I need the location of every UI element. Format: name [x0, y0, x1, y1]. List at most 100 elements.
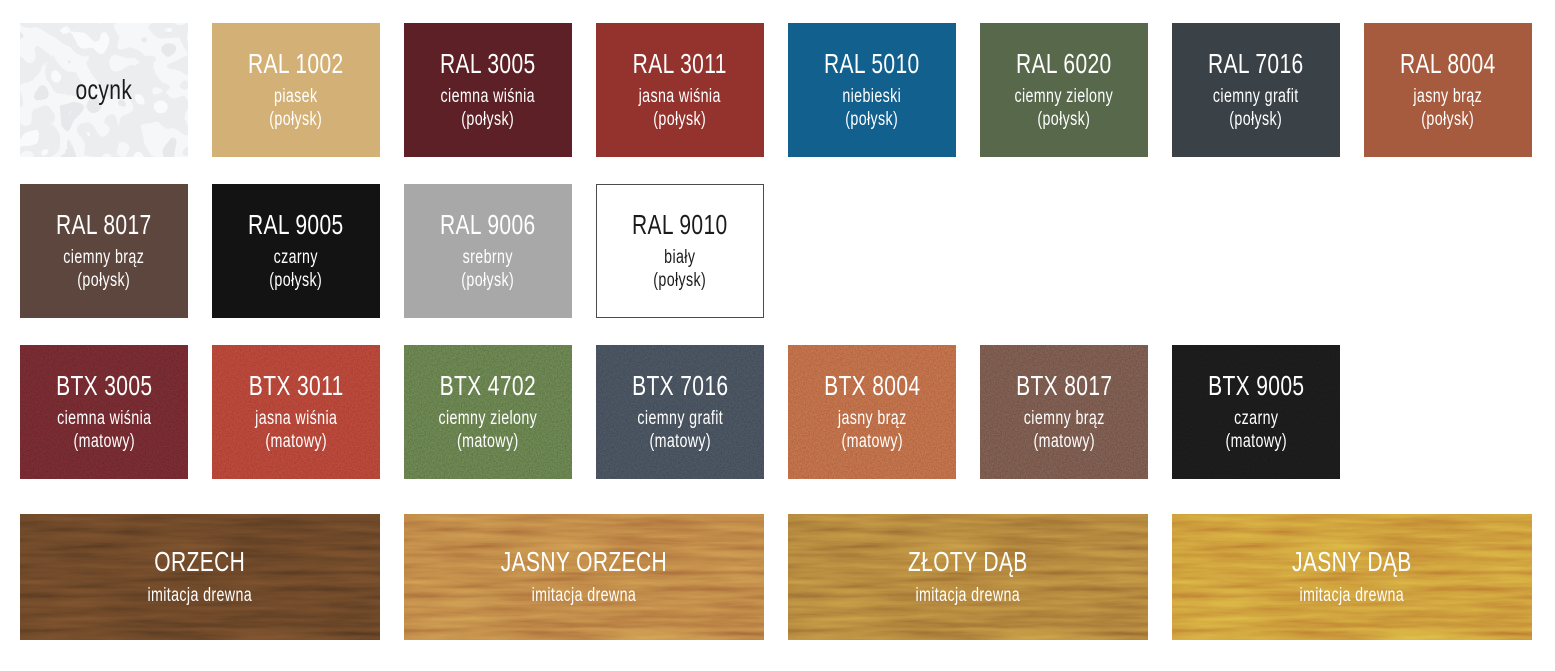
swatch-code: JASNY ORZECH [500, 545, 668, 577]
swatch-label: BTX 9005 czarny (matowy) [1208, 370, 1304, 454]
swatch-labelwrap: ORZECH imitacja drewna [20, 514, 380, 640]
swatch-labelwrap: RAL 9006 srebrny (połysk) [404, 184, 572, 318]
wood-grain-texture [20, 514, 380, 640]
swatch-labelwrap: RAL 8004 jasny brąz (połysk) [1364, 23, 1532, 157]
swatch-labelwrap: BTX 3011 jasna wiśnia (matowy) [212, 345, 380, 479]
swatch-labelwrap: RAL 1002 piasek (połysk) [212, 23, 380, 157]
swatch-ocynk: ocynk [20, 23, 188, 157]
swatch-jasny-orzech: JASNY ORZECH imitacja drewna [404, 514, 764, 640]
swatch-name: imitacja drewna [531, 584, 637, 606]
galvanized-texture [20, 23, 188, 157]
swatch-name: ciemny grafit [1213, 86, 1299, 108]
swatch-ral-8017: RAL 8017 ciemny brąz (połysk) [20, 184, 188, 318]
swatch-finish: (połysk) [269, 108, 323, 130]
swatch-code: RAL 9006 [440, 208, 536, 240]
swatch-name: srebrny [462, 247, 514, 269]
swatch-label: BTX 3011 jasna wiśnia (matowy) [249, 370, 344, 454]
swatch-ral-3005: RAL 3005 ciemna wiśnia (połysk) [404, 23, 572, 157]
swatch-finish: (połysk) [461, 269, 515, 291]
swatch-labelwrap: RAL 3005 ciemna wiśnia (połysk) [404, 23, 572, 157]
swatch-label: RAL 8004 jasny brąz (połysk) [1400, 48, 1496, 132]
swatch-code: RAL 8017 [56, 208, 152, 240]
matte-speckle-texture [980, 345, 1148, 479]
swatch-finish: (połysk) [845, 108, 899, 130]
swatch-label: RAL 9005 czarny (połysk) [248, 209, 344, 293]
swatch-name: czarny [273, 247, 319, 269]
swatch-labelwrap: BTX 3005 ciemna wiśnia (matowy) [20, 345, 188, 479]
matte-speckle-texture [212, 345, 380, 479]
swatch-ral-9005: RAL 9005 czarny (połysk) [212, 184, 380, 318]
swatch-label: BTX 8017 ciemny brąz (matowy) [1015, 369, 1113, 454]
swatch-btx-9005: BTX 9005 czarny (matowy) [1172, 345, 1340, 479]
swatch-finish: (matowy) [457, 430, 519, 452]
swatch-code: RAL 3011 [632, 47, 728, 79]
swatch-code: JASNY DĄB [1292, 545, 1412, 577]
swatch-name: piasek [274, 86, 318, 108]
swatch-finish: (połysk) [653, 269, 707, 291]
swatch-labelwrap: RAL 6020 ciemny zielony (połysk) [980, 23, 1148, 157]
swatch-ral-8004: RAL 8004 jasny brąz (połysk) [1364, 23, 1532, 157]
swatch-finish: (połysk) [1037, 108, 1091, 130]
swatch-label: RAL 6020 ciemny zielony (połysk) [1015, 48, 1114, 132]
swatch-code: BTX 3005 [55, 369, 153, 401]
swatch-finish: (matowy) [841, 430, 903, 452]
swatch-btx-3011: BTX 3011 jasna wiśnia (matowy) [212, 345, 380, 479]
swatch-code: ORZECH [154, 545, 246, 577]
swatch-name: imitacja drewna [1299, 584, 1405, 606]
swatch-code: BTX 7016 [631, 369, 729, 401]
swatch-ral-3011: RAL 3011 jasna wiśnia (połysk) [596, 23, 764, 157]
swatch-finish: (matowy) [1033, 430, 1095, 452]
swatch-finish: (połysk) [269, 269, 323, 291]
matte-speckle-texture [404, 345, 572, 479]
swatch-code: BTX 8017 [1015, 369, 1113, 401]
swatch-label: JASNY DĄB imitacja drewna [1292, 545, 1412, 607]
wood-grain-texture [788, 514, 1148, 640]
swatch-labelwrap: BTX 9005 czarny (matowy) [1172, 345, 1340, 479]
swatch-labelwrap: RAL 9010 biały (połysk) [596, 184, 764, 318]
swatch-labelwrap: RAL 9005 czarny (połysk) [212, 184, 380, 318]
swatch-label: ORZECH imitacja drewna [147, 545, 253, 607]
swatch-name: ciemna wiśnia [440, 86, 536, 108]
swatch-label: BTX 7016 ciemny grafit (matowy) [631, 369, 729, 454]
wood-grain-texture [404, 514, 764, 640]
swatch-labelwrap: RAL 7016 ciemny grafit (połysk) [1172, 23, 1340, 157]
swatch-ral-1002: RAL 1002 piasek (połysk) [212, 23, 380, 157]
swatch-labelwrap: RAL 3011 jasna wiśnia (połysk) [596, 23, 764, 157]
swatch-finish: (matowy) [649, 430, 711, 452]
swatch-labelwrap: JASNY DĄB imitacja drewna [1172, 514, 1532, 640]
swatch-ral-9006: RAL 9006 srebrny (połysk) [404, 184, 572, 318]
swatch-name: ciemny zielony [438, 408, 538, 430]
swatch-btx-3005: BTX 3005 ciemna wiśnia (matowy) [20, 345, 188, 479]
swatch-name: imitacja drewna [147, 584, 253, 606]
swatch-finish: (połysk) [461, 108, 515, 130]
swatch-orzech: ORZECH imitacja drewna [20, 514, 380, 640]
swatch-code: BTX 4702 [439, 369, 537, 401]
swatch-finish: (matowy) [1225, 430, 1287, 452]
swatch-code: BTX 8004 [823, 369, 921, 401]
swatch-label: BTX 8004 jasny brąz (matowy) [823, 369, 921, 454]
swatch-labelwrap: ZŁOTY DĄB imitacja drewna [788, 514, 1148, 640]
swatch-labelwrap: RAL 5010 niebieski (połysk) [788, 23, 956, 157]
swatch-label: RAL 7016 ciemny grafit (połysk) [1208, 47, 1304, 132]
swatch-finish: (połysk) [1229, 108, 1283, 130]
swatch-label: RAL 8017 ciemny brąz (połysk) [56, 208, 152, 293]
swatch-ral-9010: RAL 9010 biały (połysk) [596, 184, 764, 318]
swatch-name: jasna wiśnia [638, 86, 722, 108]
swatch-labelwrap: BTX 7016 ciemny grafit (matowy) [596, 345, 764, 479]
swatch-btx-8004: BTX 8004 jasny brąz (matowy) [788, 345, 956, 479]
swatch-code: ZŁOTY DĄB [908, 545, 1028, 577]
swatch-label: ocynk [75, 73, 133, 106]
swatch-code: RAL 9010 [632, 208, 728, 240]
color-palette-grid: ocynk RAL 1002 piasek (połysk) RAL 3005 ciemn… [20, 23, 1532, 640]
swatch-label: RAL 1002 piasek (połysk) [248, 48, 344, 132]
swatch-finish: (połysk) [653, 108, 707, 130]
swatch-code: RAL 5010 [824, 47, 920, 79]
matte-speckle-texture [788, 345, 956, 479]
swatch-label: RAL 5010 niebieski (połysk) [824, 47, 920, 132]
swatch-code: RAL 7016 [1208, 47, 1304, 79]
swatch-code: RAL 3005 [440, 47, 536, 79]
swatch-name: ocynk [75, 73, 133, 105]
swatch-finish: (połysk) [77, 269, 131, 291]
matte-speckle-texture [20, 345, 188, 479]
matte-speckle-texture [1172, 345, 1340, 479]
